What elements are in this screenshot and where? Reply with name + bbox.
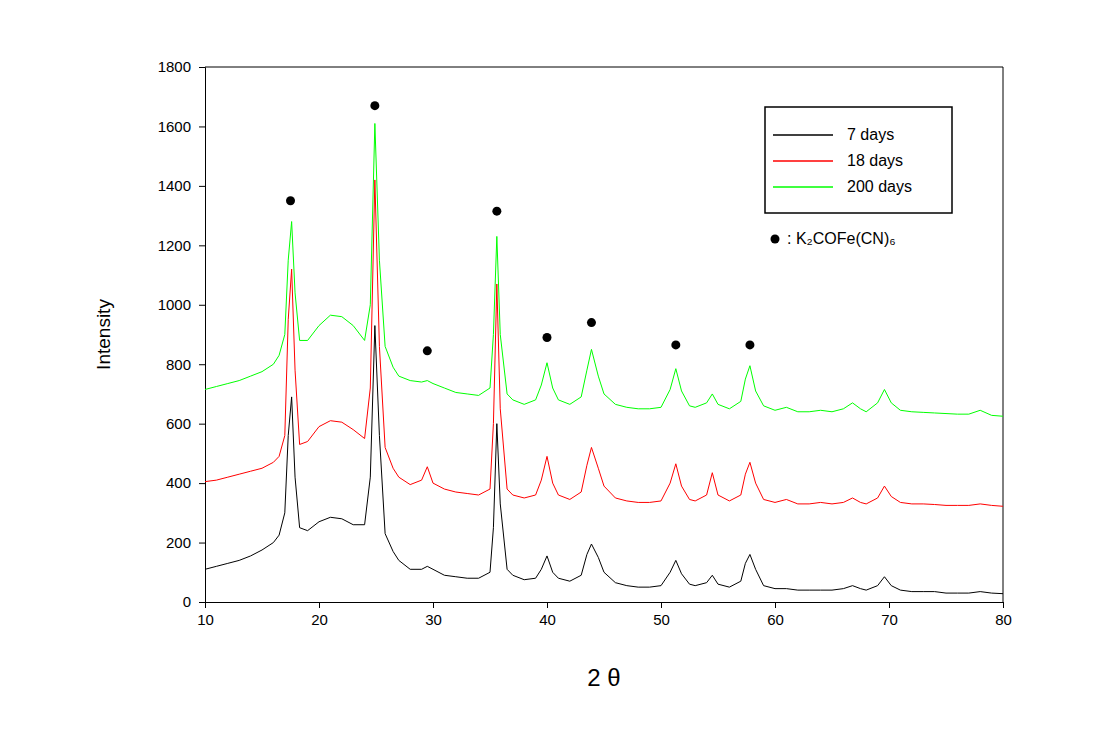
y-tick-mark [199, 483, 205, 484]
y-tick-label: 1800 [158, 58, 191, 75]
x-tick: 70 [881, 602, 898, 628]
x-tick-label: 60 [767, 611, 784, 628]
y-tick-label: 400 [166, 474, 191, 491]
y-axis-line [199, 68, 206, 603]
peak-marker [423, 346, 432, 355]
plot-frame [205, 67, 1003, 602]
legend-label: 7 days [847, 126, 894, 143]
legend-label: 18 days [847, 152, 903, 169]
x-tick-label: 70 [881, 611, 898, 628]
peak-marker [587, 318, 596, 327]
x-tick-mark [547, 602, 548, 608]
y-tick: 200 [166, 534, 205, 551]
x-tick: 10 [197, 602, 214, 628]
x-tick-mark [319, 602, 320, 608]
x-tick-label: 10 [197, 611, 214, 628]
legend-swatch [773, 160, 833, 162]
y-tick: 1400 [158, 177, 205, 194]
y-tick: 1200 [158, 237, 205, 254]
x-axis-title: 2 θ [587, 664, 620, 691]
y-tick: 800 [166, 356, 205, 373]
x-tick-mark [889, 602, 890, 608]
peak-marker [286, 196, 295, 205]
y-tick: 1600 [158, 118, 205, 135]
x-tick: 20 [311, 602, 328, 628]
y-tick-mark [199, 126, 205, 127]
legend-label: 200 days [847, 178, 912, 195]
peak-legend-symbol [771, 235, 780, 244]
y-tick-label: 1400 [158, 177, 191, 194]
plot-area [205, 101, 1003, 594]
x-tick-label: 30 [425, 611, 442, 628]
y-tick: 1000 [158, 296, 205, 313]
y-tick-mark [199, 543, 205, 544]
legend-swatch [773, 186, 833, 188]
y-tick-mark [199, 67, 205, 68]
y-tick-mark [199, 602, 205, 603]
peak-markers [286, 101, 754, 355]
y-tick-label: 600 [166, 415, 191, 432]
peak-legend-label: : K₂COFe(CN)₆ [787, 230, 896, 247]
x-tick-mark [775, 602, 776, 608]
series-line [205, 123, 1003, 416]
x-tick: 40 [539, 602, 556, 628]
y-tick-mark [199, 245, 205, 246]
chart: 1020304050607080020040060080010001200140… [0, 0, 1108, 730]
series-line [205, 326, 1003, 594]
peak-marker [671, 340, 680, 349]
x-tick-label: 80 [995, 611, 1012, 628]
legend-box [765, 107, 952, 213]
x-tick: 80 [995, 602, 1012, 628]
series-line [205, 180, 1003, 506]
y-axis-title: Intensity [93, 299, 114, 370]
y-tick-label: 800 [166, 356, 191, 373]
x-axis: 10 20 30 40 50 60 70 80 [197, 602, 1012, 628]
y-axis: 0 200 400 600 800 1000 1200 1400 1600 1800 [158, 58, 206, 610]
x-tick-label: 50 [653, 611, 670, 628]
x-tick-label: 20 [311, 611, 328, 628]
peak-marker [492, 207, 501, 216]
y-tick-mark [199, 305, 205, 306]
y-tick: 1800 [158, 58, 205, 75]
y-tick-label: 1600 [158, 118, 191, 135]
y-tick-label: 1000 [158, 296, 191, 313]
peak-marker [543, 333, 552, 342]
peak-marker [745, 340, 754, 349]
y-tick-label: 0 [183, 593, 191, 610]
peak-marker [370, 101, 379, 110]
y-tick-mark [199, 186, 205, 187]
legend-swatch [773, 134, 833, 136]
y-tick-label: 200 [166, 534, 191, 551]
y-tick: 600 [166, 415, 205, 432]
y-tick: 0 [183, 593, 205, 610]
x-tick-label: 40 [539, 611, 556, 628]
x-tick: 30 [425, 602, 442, 628]
x-tick-mark [661, 602, 662, 608]
x-axis-line [206, 603, 1004, 609]
x-tick-mark [1003, 602, 1004, 608]
x-tick: 50 [653, 602, 670, 628]
y-tick-mark [199, 424, 205, 425]
y-tick-label: 1200 [158, 237, 191, 254]
legend: 7 days 18 days 200 days : K₂COFe(CN)₆ [765, 107, 952, 247]
y-tick: 400 [166, 474, 205, 491]
x-tick: 60 [767, 602, 784, 628]
y-tick-mark [199, 364, 205, 365]
x-tick-mark [433, 602, 434, 608]
